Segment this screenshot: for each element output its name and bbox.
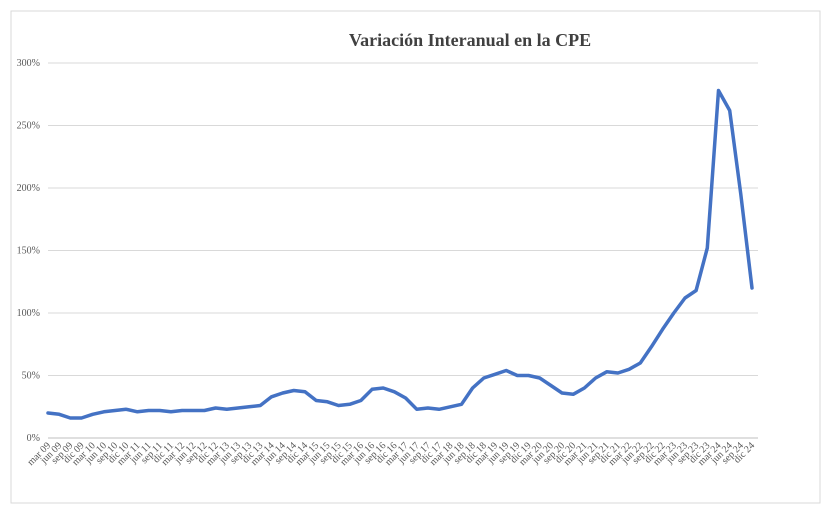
y-tick-label: 300% [17,58,40,69]
y-tick-label: 200% [17,183,40,194]
y-tick-label: 150% [17,246,40,257]
y-tick-label: 0% [27,433,40,444]
y-tick-label: 100% [17,308,40,319]
chart-title: Variación Interanual en la CPE [349,30,591,50]
chart-frame [10,10,821,504]
y-tick-label: 50% [22,371,40,382]
data-line [46,88,754,420]
y-tick-label: 250% [17,121,40,132]
